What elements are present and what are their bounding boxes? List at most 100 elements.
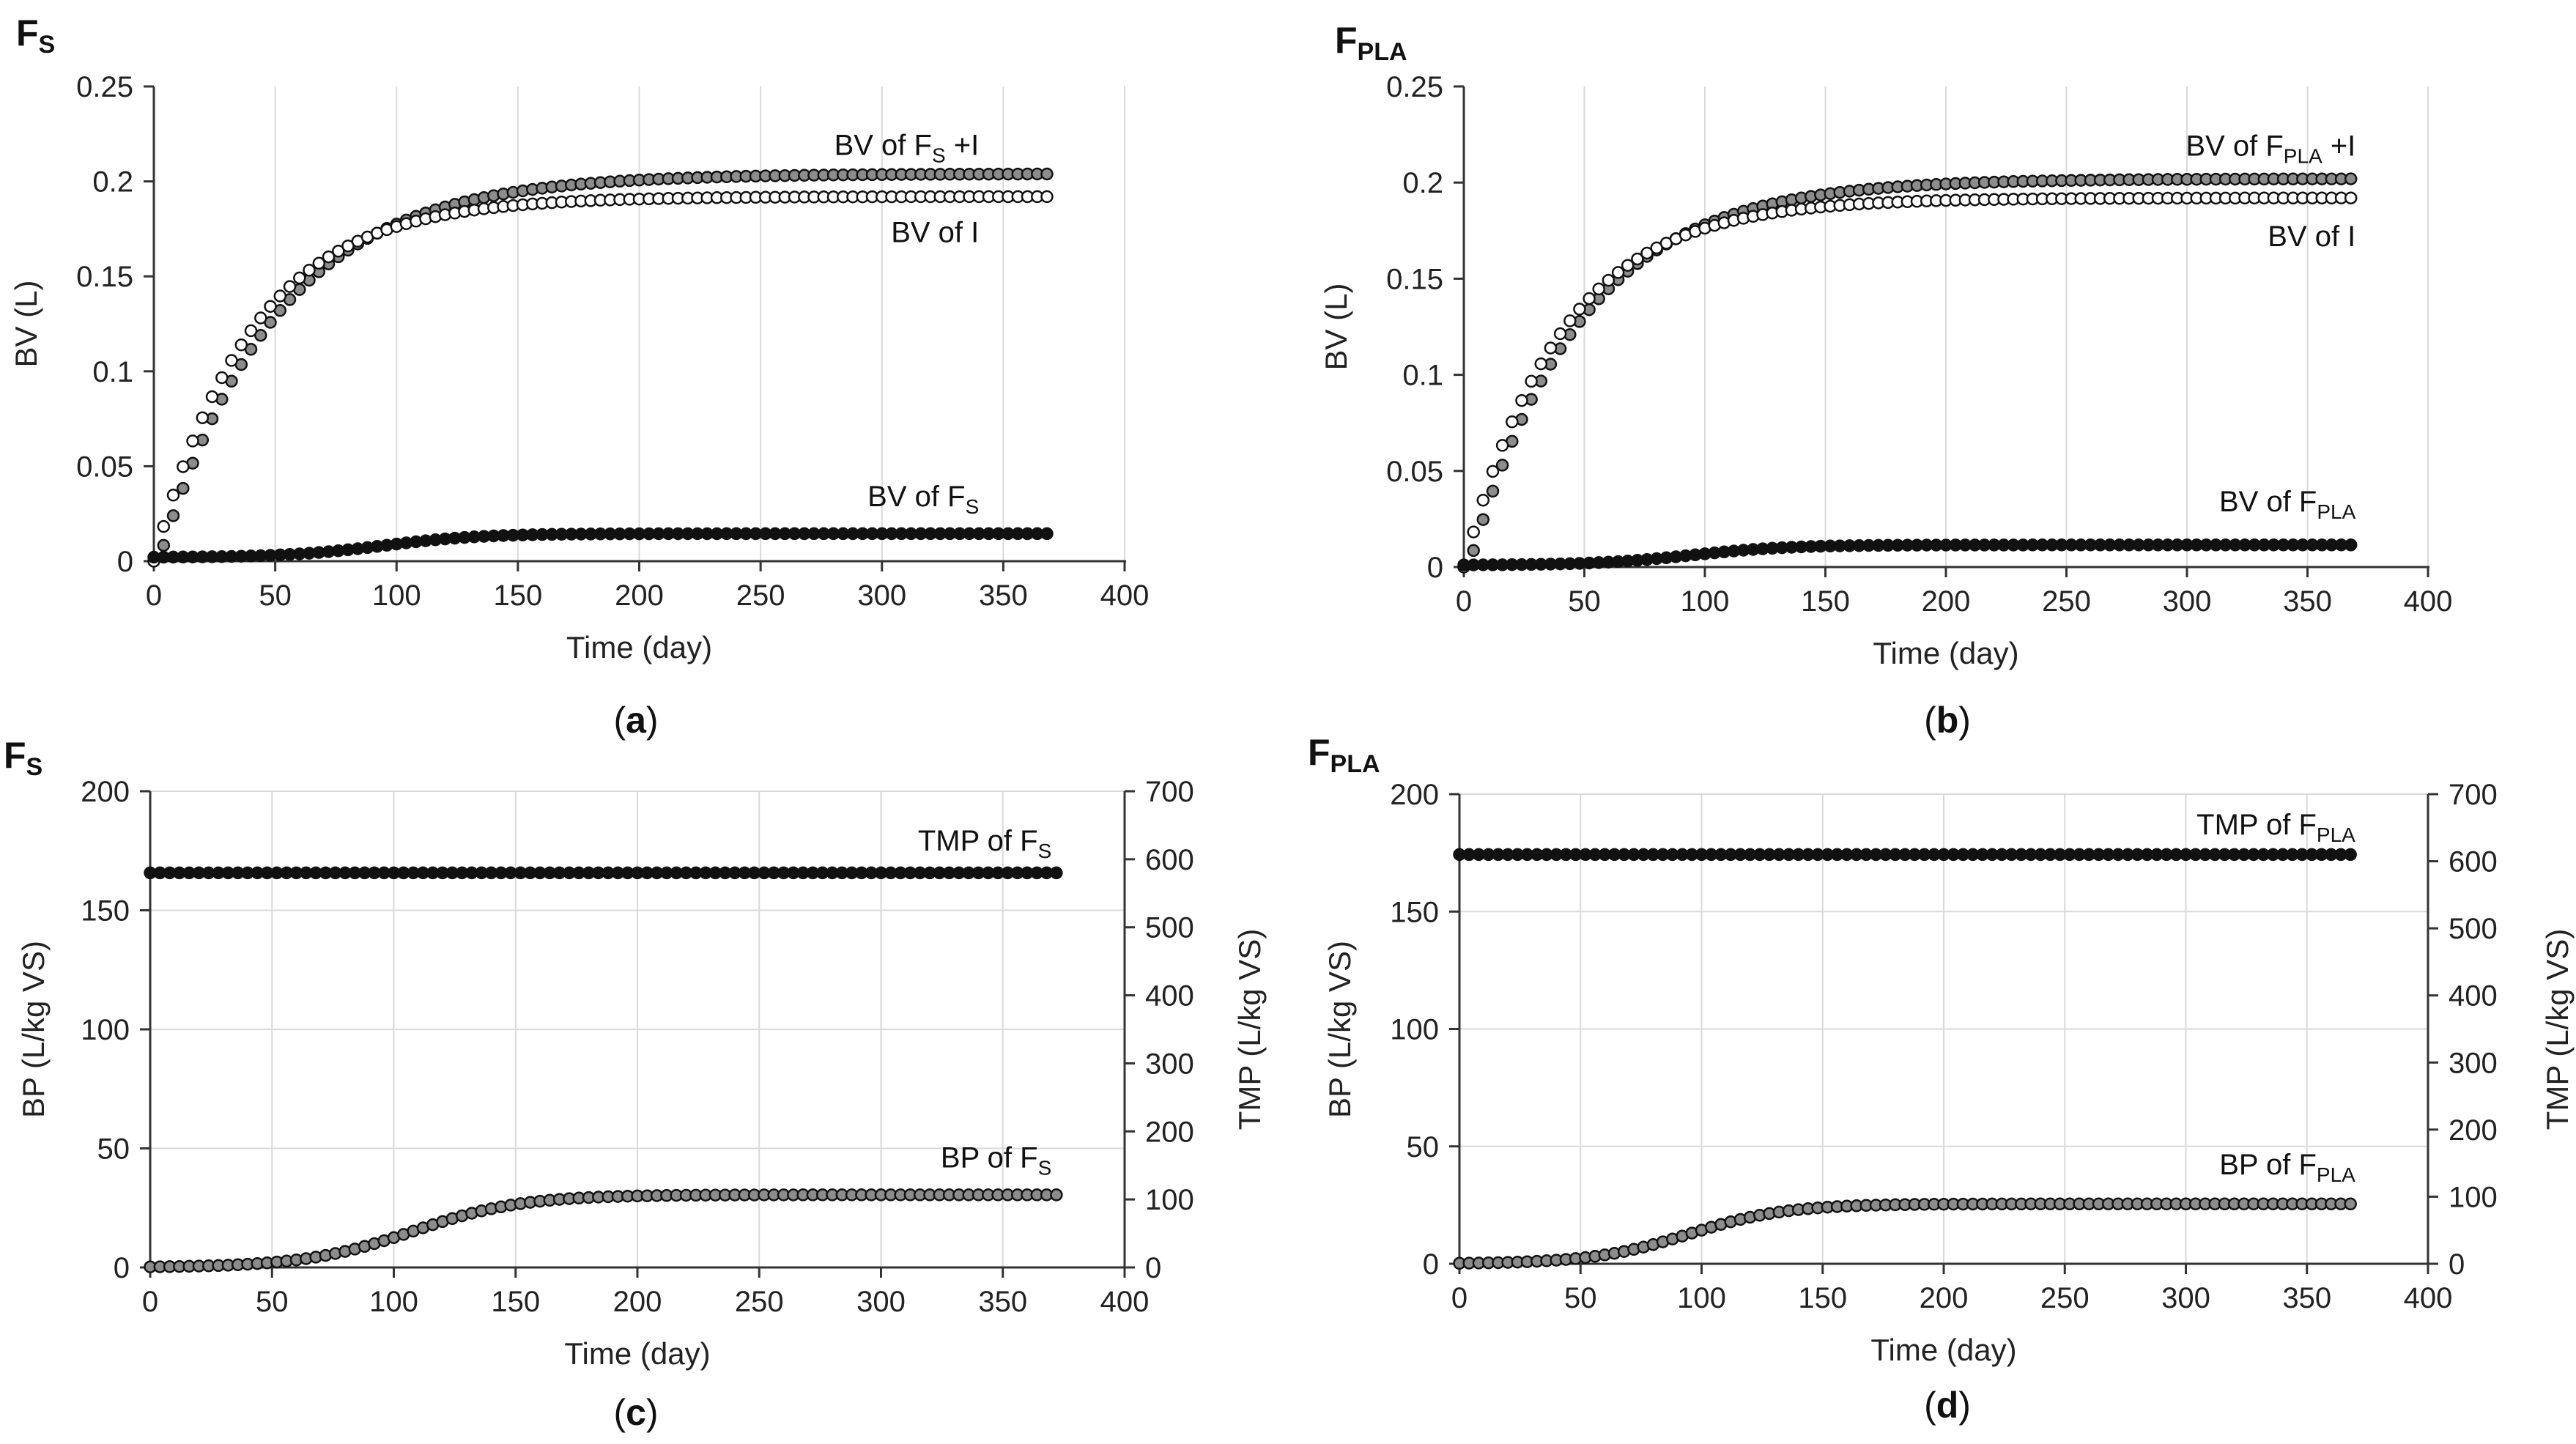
y2-axis-title: TMP (L/kg VS) (2540, 929, 2575, 1130)
data-point (1573, 303, 1586, 316)
x-tick-label: 200 (1920, 1282, 1969, 1314)
data-point (1040, 527, 1054, 541)
y-tick-label: 0.1 (1402, 360, 1443, 392)
data-point (254, 311, 267, 325)
panel-caption: (a) (613, 700, 658, 741)
chart-panel-d: 0 50 100 150 200 250 300 350 4000501001502000100… (1308, 732, 2575, 1426)
y-tick-label: 0.25 (76, 71, 133, 103)
data-point (1050, 1188, 1063, 1202)
x-tick-label: 200 (615, 580, 664, 612)
series-label: BP of FPLA (2219, 1149, 2355, 1186)
y-tick-label: 200 (1390, 779, 1439, 811)
series-label: BV of I (891, 217, 979, 249)
series-label: BV of FS (867, 481, 979, 518)
series-tmp-of-f-s (144, 866, 1063, 880)
y2-tick-label: 100 (1145, 1184, 1194, 1216)
data-point (2344, 191, 2358, 204)
data-point (1640, 246, 1654, 260)
y-axis-title: BV (L) (9, 280, 43, 367)
x-tick-label: 100 (1677, 1282, 1726, 1314)
y2-tick-label: 400 (2449, 980, 2498, 1012)
y2-tick-label: 200 (1145, 1116, 1194, 1148)
data-point (1563, 314, 1577, 327)
y-tick-label: 0.2 (92, 166, 133, 199)
y-axis-title: BV (L) (1319, 283, 1353, 370)
x-tick-label: 150 (1798, 1282, 1847, 1314)
data-point (196, 411, 210, 424)
y-tick-label: 0.15 (76, 261, 133, 293)
x-tick-label: 250 (2042, 585, 2091, 618)
y-tick-label: 150 (81, 895, 130, 928)
series-label: BV of I (2268, 221, 2355, 253)
y-tick-label: 0.25 (1386, 71, 1443, 103)
y-tick-label: 0.15 (1386, 263, 1443, 295)
data-point (2344, 172, 2358, 185)
y2-tick-label: 500 (2449, 913, 2498, 945)
data-point (1515, 393, 1528, 407)
series-bp-of-f-pla (1453, 1197, 2357, 1270)
x-tick-label: 250 (736, 580, 785, 612)
y-tick-label: 0.05 (76, 451, 133, 483)
x-tick-label: 400 (2404, 585, 2453, 618)
data-point (2344, 848, 2357, 862)
y-tick-label: 200 (81, 776, 130, 808)
series-label: TMP of FPLA (2196, 809, 2355, 846)
y-tick-label: 0 (117, 546, 133, 578)
data-point (2344, 538, 2358, 552)
y-tick-label: 0 (1423, 1248, 1439, 1281)
data-point (1506, 415, 1519, 429)
data-point (157, 519, 171, 533)
data-point (332, 245, 345, 258)
y2-tick-label: 100 (2449, 1181, 2498, 1213)
data-point (166, 509, 180, 522)
panel-title: FS (4, 735, 42, 781)
y-tick-label: 50 (97, 1133, 130, 1166)
y-tick-label: 50 (1407, 1131, 1440, 1163)
x-tick-label: 100 (1681, 585, 1730, 618)
data-point (1495, 459, 1509, 472)
data-point (215, 371, 229, 385)
x-axis-title: Time (day) (566, 630, 712, 664)
data-point (177, 460, 190, 473)
x-tick-label: 0 (146, 580, 162, 612)
x-tick-label: 0 (142, 1286, 158, 1318)
series-bv-of-f-s (147, 527, 1054, 564)
x-tick-label: 300 (857, 580, 906, 612)
data-point (1631, 252, 1644, 266)
x-tick-label: 150 (491, 1286, 540, 1318)
chart-panel-b: 0 50 100 150 200 250 300 350 400 0 0.05 0.1 0.15 0.2 0… (1319, 20, 2452, 741)
panel-caption: (d) (1924, 1385, 1971, 1426)
series-bv-of-i (147, 190, 1054, 568)
x-tick-label: 300 (856, 1286, 906, 1318)
y2-tick-label: 700 (2449, 779, 2498, 811)
x-axis-title: Time (day) (1873, 636, 2018, 670)
data-point (1544, 341, 1558, 355)
x-tick-label: 300 (2161, 1282, 2210, 1314)
x-tick-label: 100 (372, 580, 421, 612)
series-bv-of-f-pla (1457, 538, 2358, 571)
y-tick-label: 150 (1390, 896, 1439, 928)
data-point (1611, 266, 1625, 279)
data-point (1467, 525, 1480, 538)
panel-title: FPLA (1335, 20, 1407, 66)
data-point (2344, 1197, 2357, 1211)
x-tick-label: 50 (1568, 585, 1601, 618)
y-tick-label: 0 (114, 1252, 130, 1284)
data-point (293, 271, 306, 285)
series-label: TMP of FS (918, 825, 1051, 862)
y2-axis-title: TMP (L/kg VS) (1232, 929, 1267, 1130)
data-point (264, 300, 277, 313)
y-tick-label: 100 (81, 1014, 130, 1046)
x-tick-label: 0 (1451, 1282, 1467, 1314)
y2-tick-label: 600 (2449, 846, 2498, 878)
panel-caption: (b) (1924, 700, 1971, 741)
data-point (1534, 357, 1548, 371)
data-point (1495, 439, 1509, 452)
data-point (1525, 374, 1538, 388)
data-point (1050, 866, 1063, 880)
y2-tick-label: 0 (2449, 1248, 2465, 1281)
x-axis-title: Time (day) (1870, 1333, 2016, 1367)
x-tick-label: 50 (259, 580, 292, 612)
data-point (166, 489, 180, 502)
